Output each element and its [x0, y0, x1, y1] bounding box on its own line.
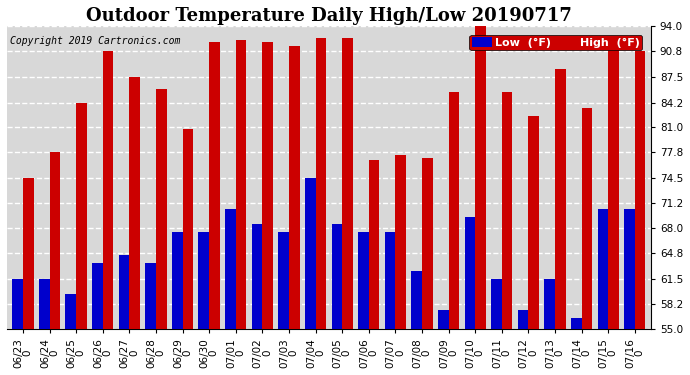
Bar	[475, 27, 486, 329]
Text: Copyright 2019 Cartronics.com: Copyright 2019 Cartronics.com	[10, 36, 181, 46]
Legend: Low  (°F), High  (°F): Low (°F), High (°F)	[469, 35, 642, 50]
Bar	[518, 310, 529, 329]
Bar	[262, 42, 273, 329]
Bar	[315, 38, 326, 329]
Bar	[225, 209, 236, 329]
Bar	[635, 51, 645, 329]
Bar	[278, 232, 289, 329]
Bar	[236, 40, 246, 329]
Bar	[92, 263, 103, 329]
Bar	[368, 160, 380, 329]
Bar	[23, 178, 34, 329]
Bar	[491, 279, 502, 329]
Bar	[146, 263, 156, 329]
Bar	[156, 88, 166, 329]
Bar	[438, 310, 449, 329]
Bar	[39, 279, 50, 329]
Bar	[448, 93, 460, 329]
Bar	[411, 271, 422, 329]
Bar	[464, 217, 475, 329]
Bar	[598, 209, 608, 329]
Bar	[358, 232, 368, 329]
Bar	[529, 116, 539, 329]
Bar	[385, 232, 395, 329]
Bar	[289, 46, 299, 329]
Bar	[571, 318, 582, 329]
Bar	[209, 42, 220, 329]
Bar	[544, 279, 555, 329]
Bar	[422, 158, 433, 329]
Bar	[331, 224, 342, 329]
Bar	[608, 50, 619, 329]
Bar	[555, 69, 566, 329]
Bar	[582, 108, 592, 329]
Bar	[50, 152, 60, 329]
Bar	[502, 93, 513, 329]
Title: Outdoor Temperature Daily High/Low 20190717: Outdoor Temperature Daily High/Low 20190…	[86, 7, 572, 25]
Bar	[252, 224, 262, 329]
Bar	[395, 154, 406, 329]
Bar	[76, 102, 87, 329]
Bar	[305, 178, 315, 329]
Bar	[624, 209, 635, 329]
Bar	[119, 255, 129, 329]
Bar	[342, 38, 353, 329]
Bar	[183, 129, 193, 329]
Bar	[129, 77, 140, 329]
Bar	[12, 279, 23, 329]
Bar	[172, 232, 183, 329]
Bar	[66, 294, 76, 329]
Bar	[103, 51, 113, 329]
Bar	[199, 232, 209, 329]
